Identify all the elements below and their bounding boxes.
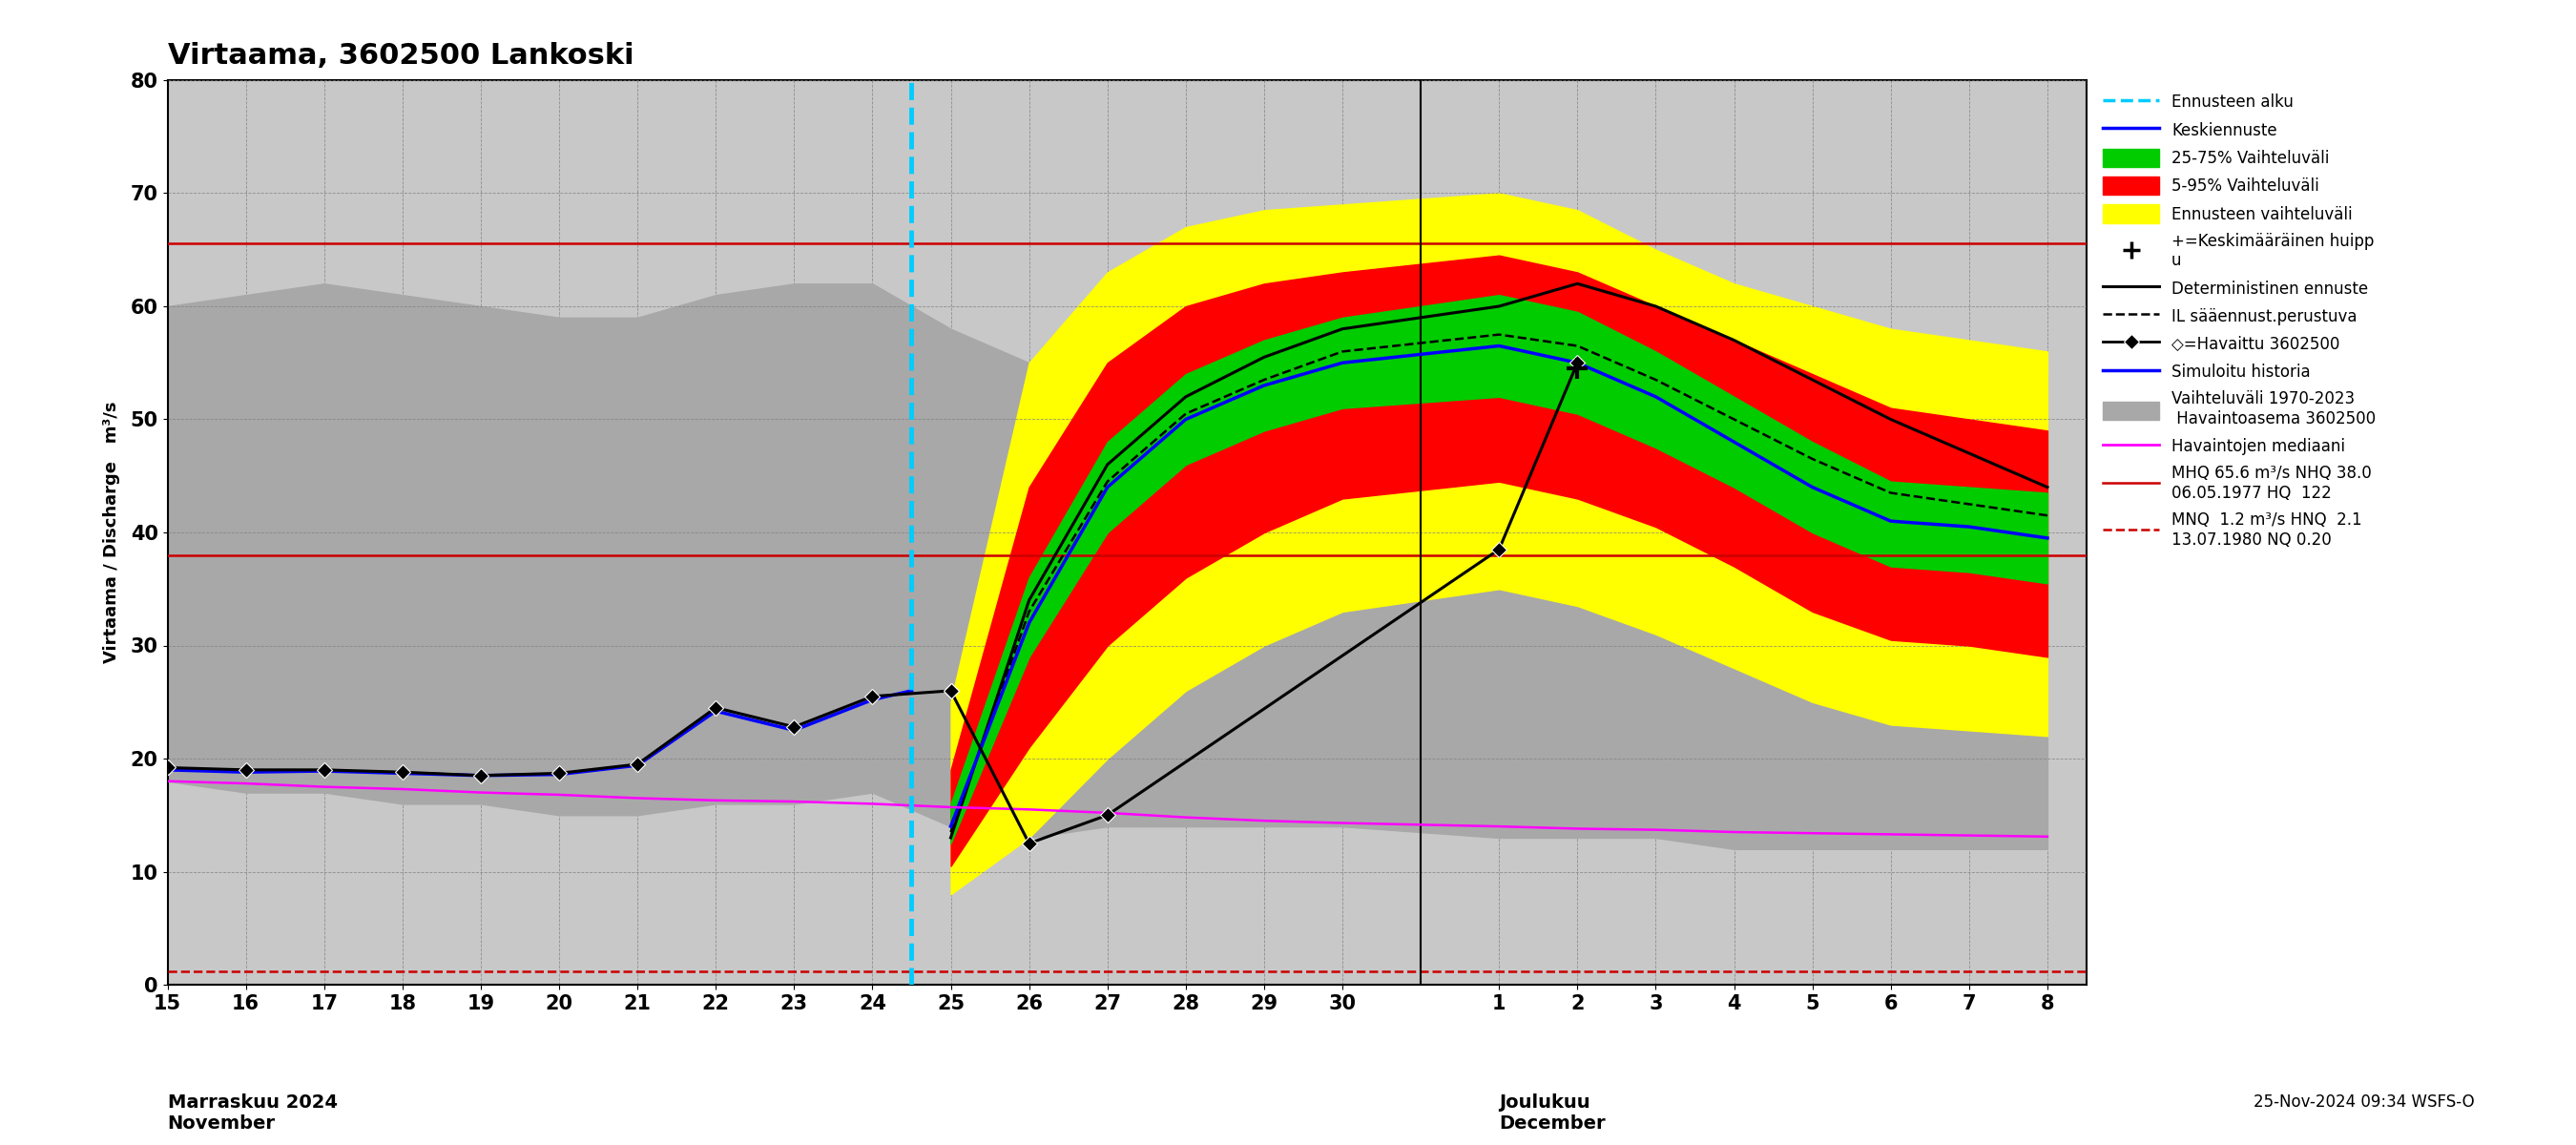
Legend: Ennusteen alku, Keskiennuste, 25-75% Vaihteluväli, 5-95% Vaihteluväli, Ennusteen: Ennusteen alku, Keskiennuste, 25-75% Vai… bbox=[2099, 88, 2380, 553]
Text: Joulukuu
December: Joulukuu December bbox=[1499, 1093, 1605, 1132]
Text: Marraskuu 2024
November: Marraskuu 2024 November bbox=[167, 1093, 337, 1132]
Y-axis label: Virtaama / Discharge   m³/s: Virtaama / Discharge m³/s bbox=[103, 402, 118, 663]
Text: Virtaama, 3602500 Lankoski: Virtaama, 3602500 Lankoski bbox=[167, 42, 634, 70]
Text: 25-Nov-2024 09:34 WSFS-O: 25-Nov-2024 09:34 WSFS-O bbox=[2254, 1093, 2476, 1111]
